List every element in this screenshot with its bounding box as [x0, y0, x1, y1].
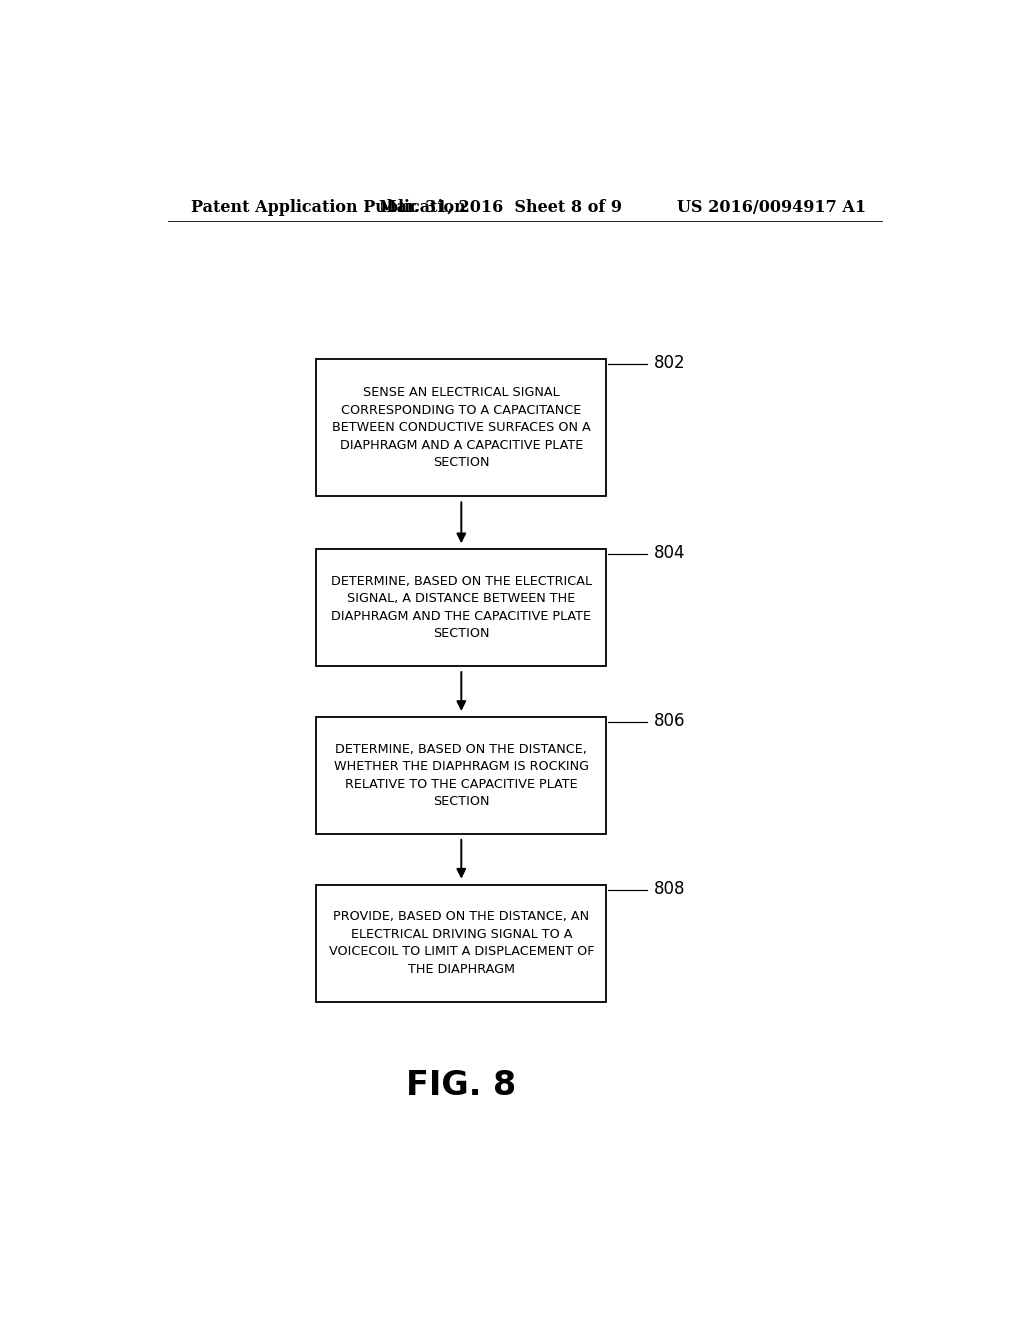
Text: US 2016/0094917 A1: US 2016/0094917 A1	[677, 199, 866, 215]
Text: Mar. 31, 2016  Sheet 8 of 9: Mar. 31, 2016 Sheet 8 of 9	[380, 199, 623, 215]
Text: Patent Application Publication: Patent Application Publication	[191, 199, 466, 215]
Text: 806: 806	[653, 711, 685, 730]
Text: 808: 808	[653, 879, 685, 898]
Text: DETERMINE, BASED ON THE DISTANCE,
WHETHER THE DIAPHRAGM IS ROCKING
RELATIVE TO T: DETERMINE, BASED ON THE DISTANCE, WHETHE…	[334, 743, 589, 808]
Text: FIG. 8: FIG. 8	[407, 1069, 516, 1102]
Bar	[316, 717, 606, 834]
Text: 802: 802	[653, 354, 685, 372]
Text: DETERMINE, BASED ON THE ELECTRICAL
SIGNAL, A DISTANCE BETWEEN THE
DIAPHRAGM AND : DETERMINE, BASED ON THE ELECTRICAL SIGNA…	[331, 576, 592, 640]
Bar	[316, 884, 606, 1002]
Bar	[316, 549, 606, 667]
Text: 804: 804	[653, 544, 685, 562]
Bar	[316, 359, 606, 496]
Text: SENSE AN ELECTRICAL SIGNAL
CORRESPONDING TO A CAPACITANCE
BETWEEN CONDUCTIVE SUR: SENSE AN ELECTRICAL SIGNAL CORRESPONDING…	[332, 387, 591, 469]
Text: PROVIDE, BASED ON THE DISTANCE, AN
ELECTRICAL DRIVING SIGNAL TO A
VOICECOIL TO L: PROVIDE, BASED ON THE DISTANCE, AN ELECT…	[329, 911, 594, 975]
